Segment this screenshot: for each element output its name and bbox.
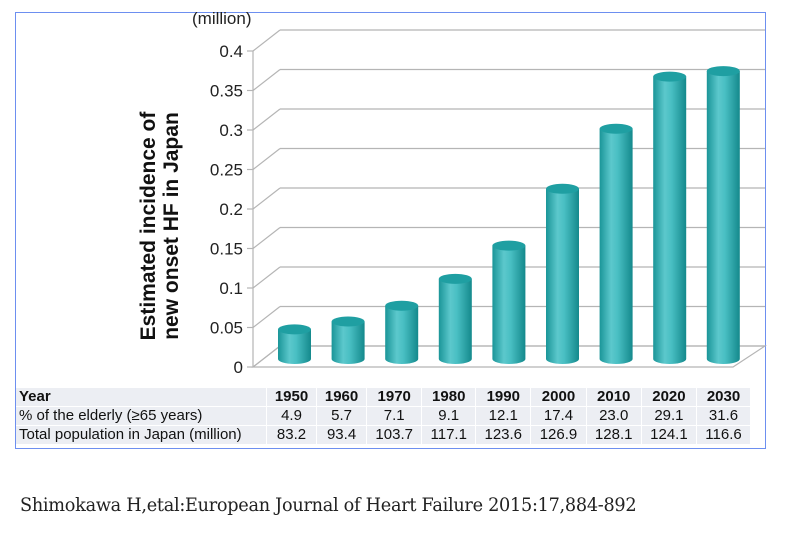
table-cell: 128.1 — [586, 425, 642, 445]
bar-body — [331, 321, 365, 364]
gridline-side — [252, 187, 281, 210]
table-row: % of the elderly (≥65 years) 4.9 5.7 7.1 9.1… — [16, 406, 751, 426]
y-axis-title-line1: Estimated incidence of — [137, 111, 160, 341]
table-cell: 1990 — [475, 388, 532, 407]
bar-1970 — [385, 300, 419, 364]
gridline-side — [252, 266, 281, 289]
bar-2030 — [706, 66, 740, 364]
bar-body — [278, 329, 311, 364]
bar-top — [438, 273, 472, 284]
y-tick-label: 0.4 — [219, 42, 243, 61]
gridline-side — [252, 306, 281, 328]
table-header-row: Year 1950 1960 1970 1980 1990 2000 2010 2020 2030 — [16, 388, 751, 407]
y-tick-label: 0 — [234, 358, 243, 377]
bar-1960 — [331, 316, 365, 364]
gridline-side — [252, 29, 281, 52]
data-table: Year 1950 1960 1970 1980 1990 2000 2010 2020 2030… — [16, 388, 751, 445]
table-cell: 5.7 — [316, 406, 368, 426]
table-cell: 103.7 — [366, 425, 423, 445]
y-tick-label: 0.35 — [210, 82, 243, 101]
gridline-side — [252, 69, 281, 91]
y-axis-title-line2: new onset HF in Japan — [160, 112, 183, 340]
bar-body — [653, 76, 687, 364]
floor — [251, 345, 768, 368]
bar-2000 — [546, 183, 579, 364]
table-cell: 116.6 — [696, 425, 751, 445]
table-cell: 31.6 — [696, 406, 751, 426]
table-cell: 29.1 — [641, 406, 698, 426]
bar-body — [492, 245, 526, 365]
table-cell: 12.1 — [475, 406, 532, 426]
gridline-side — [252, 148, 281, 170]
table-cell: 7.1 — [366, 406, 423, 426]
bars — [278, 66, 740, 365]
bar-2020 — [653, 71, 687, 364]
unit-label: (million) — [192, 9, 252, 28]
table-cell: 117.1 — [421, 425, 477, 445]
table-cell: 23.0 — [586, 406, 642, 426]
table-cell: 1950 — [266, 388, 318, 407]
bar-body — [599, 128, 633, 364]
gridline-side — [252, 108, 281, 131]
table-cell: 83.2 — [266, 425, 318, 445]
bar-top — [385, 300, 419, 311]
row-label: % of the elderly (≥65 years) — [16, 406, 267, 426]
table-cell: 2010 — [586, 388, 642, 407]
bar-body — [385, 305, 419, 364]
table-cell: 9.1 — [421, 406, 477, 426]
y-tick-label: 0.05 — [210, 319, 243, 338]
bar-body — [706, 71, 740, 364]
bar-1950 — [278, 324, 311, 364]
y-tick-label: 0.2 — [219, 200, 243, 219]
bar-top — [653, 71, 687, 82]
bar-1980 — [438, 273, 472, 364]
y-axis: 0 0.05 0.1 0.15 0.2 0.25 0.3 0.35 0.4 — [210, 42, 254, 377]
y-tick-label: 0.15 — [210, 240, 243, 259]
table-cell: 1970 — [366, 388, 423, 407]
chart: 00.050.10.150.20.250.30.350.4 (million) … — [137, 9, 768, 377]
row-label: Total population in Japan (million) — [16, 425, 267, 445]
table-cell: 4.9 — [266, 406, 318, 426]
table-cell: 93.4 — [316, 425, 368, 445]
table-cell: 123.6 — [475, 425, 532, 445]
bar-top — [706, 66, 740, 77]
chart-frame — [15, 12, 766, 449]
table-cell: 1980 — [421, 388, 477, 407]
bar-body — [438, 278, 472, 364]
bar-top — [331, 316, 365, 327]
citation: Shimokawa H,etal:European Journal of Hea… — [20, 494, 637, 516]
bar-2010 — [599, 123, 633, 364]
table-cell: 124.1 — [641, 425, 698, 445]
table-cell: 2000 — [530, 388, 587, 407]
bar-top — [546, 183, 579, 194]
table-cell: 2030 — [696, 388, 751, 407]
gridline-side — [252, 227, 281, 249]
bar-top — [278, 324, 311, 335]
bar-top — [599, 123, 633, 134]
y-tick-label: 0.3 — [219, 121, 243, 140]
bar-top — [492, 240, 526, 251]
table-cell: 2020 — [641, 388, 698, 407]
table-cell: 126.9 — [530, 425, 587, 445]
y-tick-label: 0.1 — [219, 279, 243, 298]
table-cell: 1960 — [316, 388, 368, 407]
y-tick-label: 0.25 — [210, 161, 243, 180]
bar-body — [546, 188, 579, 364]
bar-1990 — [492, 240, 526, 365]
table-row: Total population in Japan (million) 83.2 9… — [16, 425, 751, 445]
table-cell: 17.4 — [530, 406, 587, 426]
row-label: Year — [16, 388, 267, 407]
